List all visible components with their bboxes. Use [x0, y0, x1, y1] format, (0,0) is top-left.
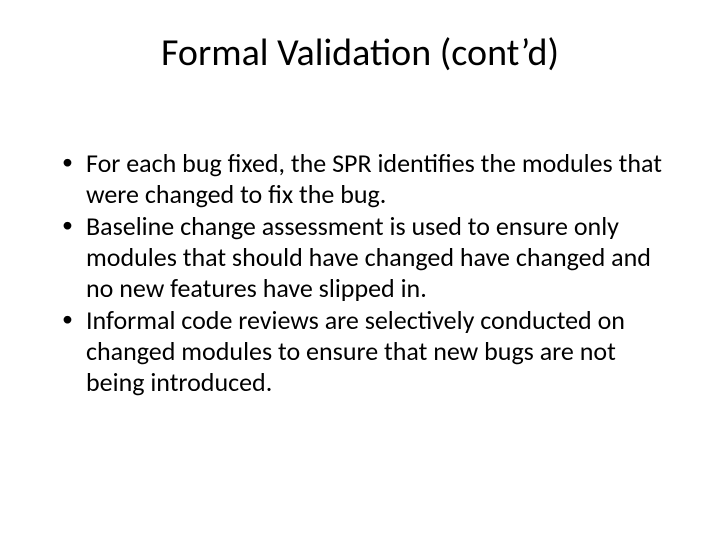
- list-item: Informal code reviews are selectively co…: [58, 305, 672, 397]
- slide-container: Formal Validation (cont’d) For each bug …: [0, 0, 720, 540]
- list-item: Baseline change assessment is used to en…: [58, 211, 672, 303]
- bullet-list: For each bug fixed, the SPR identifies t…: [48, 148, 672, 397]
- slide-title: Formal Validation (cont’d): [48, 30, 672, 76]
- list-item: For each bug fixed, the SPR identifies t…: [58, 148, 672, 209]
